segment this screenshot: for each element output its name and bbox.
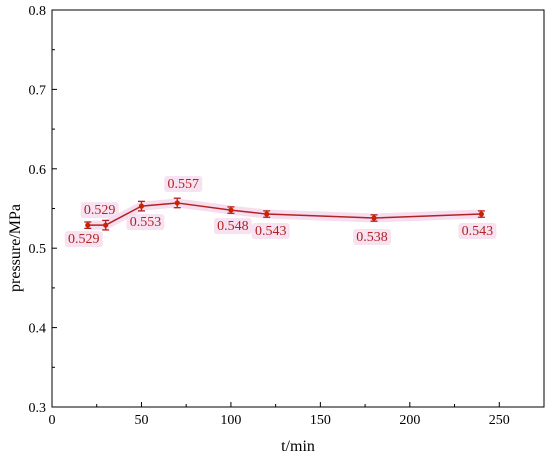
data-point	[85, 222, 91, 228]
data-label: 0.543	[462, 224, 494, 239]
x-tick-label: 200	[399, 413, 420, 428]
series-group: 0.529 0.529 0.553 0.557 0.548 0.543 0.538 0.543	[68, 177, 493, 247]
series-line	[87, 202, 482, 226]
data-label-bg	[80, 202, 119, 219]
data-point	[371, 215, 377, 221]
data-label: 0.543	[255, 224, 287, 239]
data-point	[138, 203, 145, 209]
data-point	[103, 222, 109, 228]
data-label: 0.529	[68, 232, 100, 247]
data-label: 0.548	[217, 219, 249, 234]
data-label: 0.553	[130, 215, 162, 230]
tick-group: 0 50 100 150 200 250 0.3 0.4 0.5 0.6 0.7 0.8	[29, 4, 510, 428]
x-tick-label: 0	[49, 413, 56, 428]
y-axis-label: pressure/MPa	[7, 204, 24, 292]
data-point	[228, 207, 234, 213]
y-tick-label: 0.3	[29, 401, 47, 416]
y-tick-label: 0.6	[29, 163, 47, 178]
data-label: 0.529	[84, 203, 116, 218]
x-axis-label: t/min	[281, 438, 315, 455]
data-label-bg	[213, 218, 252, 235]
data-point	[174, 200, 180, 206]
data-label-bg	[126, 214, 165, 231]
data-label: 0.557	[167, 177, 199, 192]
y-tick-label: 0.7	[29, 83, 47, 98]
data-point	[478, 211, 484, 217]
x-tick-label: 150	[310, 413, 331, 428]
y-tick-label: 0.4	[29, 322, 47, 337]
y-tick-label: 0.8	[29, 4, 47, 19]
data-label-bg	[251, 223, 290, 240]
data-label-bg	[353, 229, 392, 246]
data-label-bg	[64, 231, 103, 248]
plot-frame	[51, 9, 545, 408]
data-label-bg	[164, 175, 203, 192]
data-label-bg	[458, 223, 497, 240]
y-tick-label: 0.5	[29, 242, 47, 257]
data-label: 0.538	[356, 230, 388, 245]
x-tick-label: 100	[220, 413, 241, 428]
x-tick-label: 250	[489, 413, 510, 428]
x-tick-label: 50	[134, 413, 148, 428]
data-point	[264, 211, 270, 217]
